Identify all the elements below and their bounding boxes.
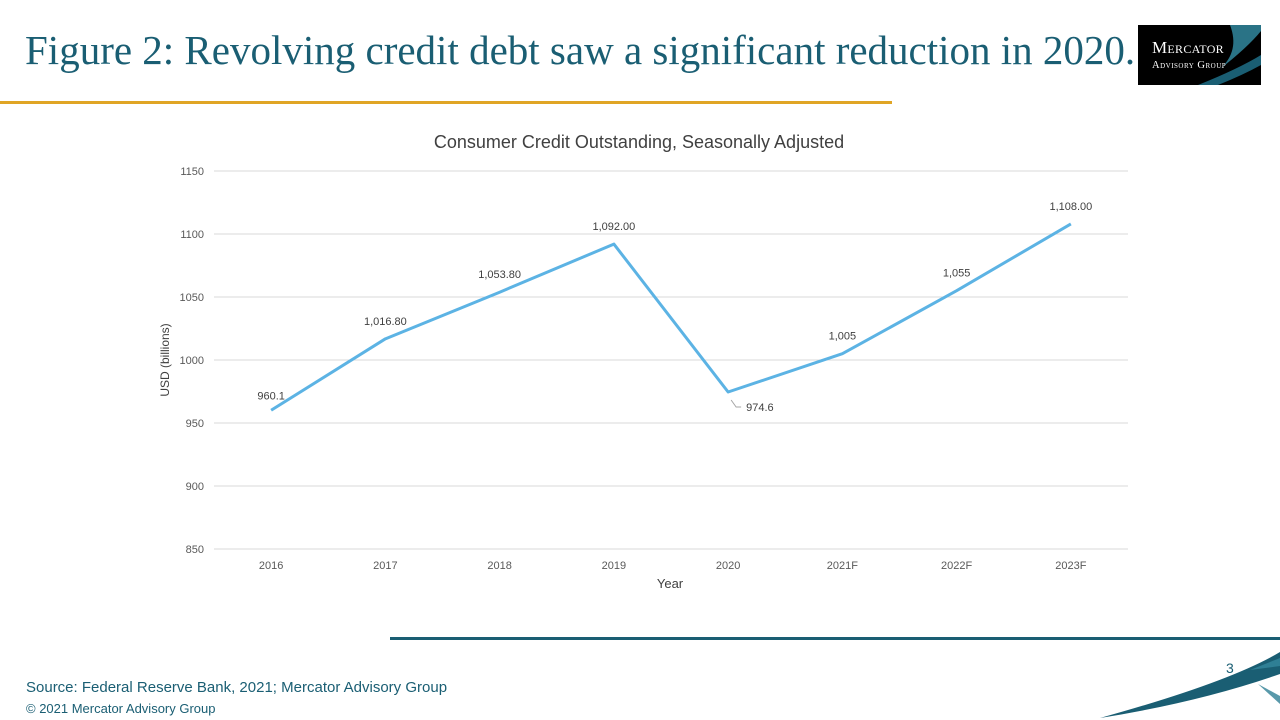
title-underline [0, 101, 892, 104]
data-label: 1,108.00 [1049, 201, 1092, 213]
y-tick-label: 1100 [180, 229, 204, 241]
series-line [270, 222, 1072, 412]
y-tick-label: 900 [186, 481, 204, 493]
y-tick-label: 1050 [180, 292, 204, 304]
data-label: 974.6 [746, 402, 774, 414]
y-tick-label: 850 [186, 544, 204, 556]
y-axis-title: USD (billions) [158, 323, 172, 396]
y-tick-label: 1150 [180, 166, 204, 178]
x-tick-label: 2021F [827, 560, 858, 572]
x-tick-label: 2020 [716, 560, 740, 572]
x-tick-label: 2016 [259, 560, 283, 572]
logo-swoosh-icon [1198, 25, 1261, 85]
data-label: 1,092.00 [592, 221, 635, 233]
copyright-note: © 2021 Mercator Advisory Group [26, 701, 216, 716]
x-tick-label: 2022F [941, 560, 972, 572]
y-tick-label: 1000 [180, 355, 204, 367]
x-axis-title: Year [657, 576, 684, 591]
chart-title: Consumer Credit Outstanding, Seasonally … [434, 132, 844, 152]
mercator-logo: Mercator Advisory Group [1138, 25, 1261, 85]
footer-rule [390, 637, 1280, 640]
corner-swoosh-icon [1100, 652, 1280, 718]
logo-subtitle: Advisory Group [1152, 60, 1227, 71]
data-label-leader [730, 399, 742, 408]
x-tick-label: 2018 [487, 560, 511, 572]
logo-wordmark: Mercator [1152, 38, 1224, 57]
data-label: 1,016.80 [364, 316, 407, 328]
data-label: 960.1 [257, 390, 285, 402]
y-tick-label: 950 [186, 418, 204, 430]
data-label: 1,055 [943, 268, 971, 280]
source-note: Source: Federal Reserve Bank, 2021; Merc… [26, 679, 448, 696]
data-label: 1,005 [829, 331, 857, 343]
x-tick-label: 2017 [373, 560, 397, 572]
x-tick-label: 2019 [602, 560, 626, 572]
page-number: 3 [1226, 660, 1234, 676]
slide-title: Figure 2: Revolving credit debt saw a si… [25, 27, 1136, 73]
x-tick-label: 2023F [1055, 560, 1086, 572]
data-label: 1,053.80 [478, 269, 521, 281]
